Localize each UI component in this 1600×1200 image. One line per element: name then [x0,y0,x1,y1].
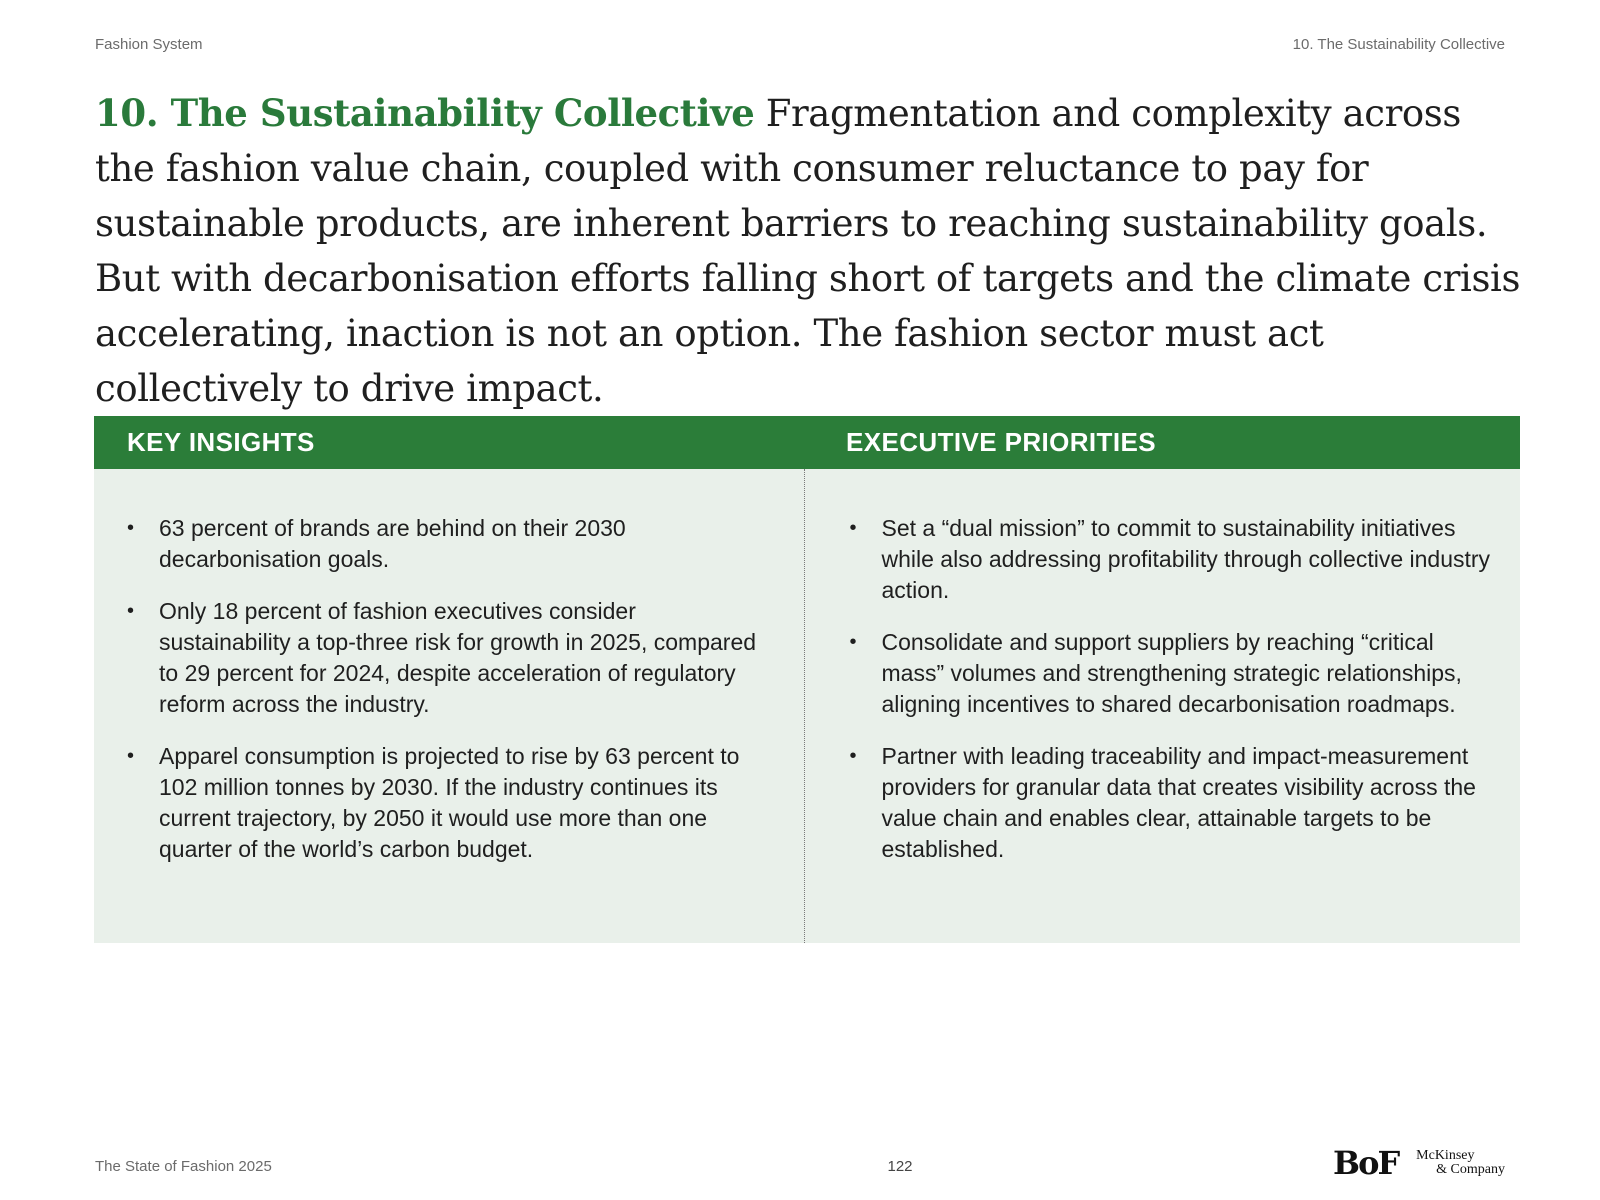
key-insights-heading: KEY INSIGHTS [127,427,315,457]
lead-paragraph: 10. The Sustainability Collective Fragme… [95,86,1525,416]
lead-text: Fragmentation and complexity across the … [95,92,1521,410]
list-item: Set a “dual mission” to commit to sustai… [850,513,1497,606]
panel-header: KEY INSIGHTS EXECUTIVE PRIORITIES [94,416,1520,469]
mckinsey-logo: McKinsey & Company [1416,1149,1505,1177]
list-item: Consolidate and support suppliers by rea… [850,627,1497,720]
header-chapter-label: 10. The Sustainability Collective [1292,36,1505,53]
page-number: 122 [887,1158,913,1175]
list-item: Apparel consumption is projected to rise… [127,741,774,865]
section-title: 10. The Sustainability Collective [95,91,755,135]
bof-logo: BoF [1333,1144,1400,1182]
executive-priorities-list: Set a “dual mission” to commit to sustai… [850,513,1497,865]
running-header: Fashion System 10. The Sustainability Co… [95,36,1505,53]
mckinsey-logo-line1: McKinsey [1416,1148,1475,1163]
panel-body: 63 percent of brands are behind on their… [94,469,1520,943]
footer-logos: BoF McKinsey & Company [1333,1144,1505,1182]
key-insights-column: 63 percent of brands are behind on their… [94,469,805,943]
list-item: Partner with leading traceability and im… [850,741,1497,865]
insights-panel: KEY INSIGHTS EXECUTIVE PRIORITIES 63 per… [94,416,1520,943]
list-item: 63 percent of brands are behind on their… [127,513,774,575]
publication-title: The State of Fashion 2025 [95,1158,272,1175]
list-item: Only 18 percent of fashion executives co… [127,596,774,720]
executive-priorities-heading: EXECUTIVE PRIORITIES [846,427,1156,457]
executive-priorities-column: Set a “dual mission” to commit to sustai… [805,469,1521,943]
mckinsey-logo-line2: & Company [1436,1162,1505,1177]
page-footer: The State of Fashion 2025 122 BoF McKins… [95,1144,1505,1186]
header-section-label: Fashion System [95,36,203,53]
key-insights-list: 63 percent of brands are behind on their… [127,513,774,865]
